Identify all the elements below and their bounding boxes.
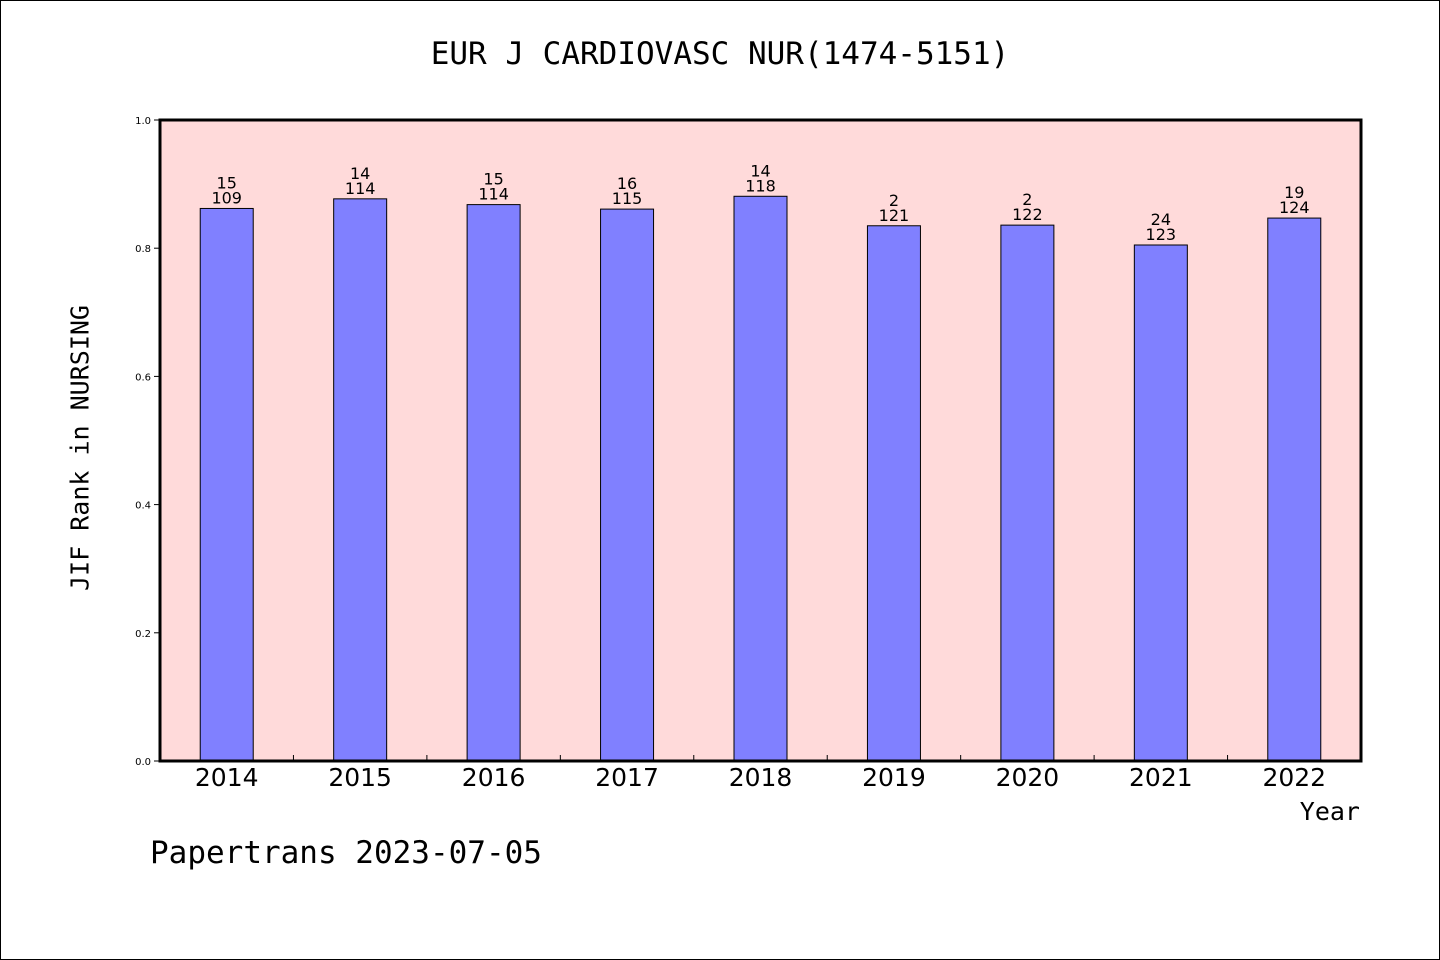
x-tick-label-2021: 2021 <box>1129 763 1193 792</box>
bar-2017 <box>600 208 655 762</box>
bar-rank-label-2022: 19 <box>1284 183 1304 202</box>
plot-frame <box>158 118 1363 763</box>
y-tick-label: 0.8 <box>135 244 151 255</box>
x-tick-label-2022: 2022 <box>1262 763 1326 792</box>
bar-total-label-2020: 122 <box>1012 205 1043 224</box>
bar-rank-label-2020: 2 <box>1022 190 1032 209</box>
bar-2020 <box>1000 224 1055 762</box>
bar-rank-label-2014: 15 <box>217 173 237 192</box>
bar-rank-label-2021: 24 <box>1151 210 1171 229</box>
bar-total-label-2019: 121 <box>879 206 910 225</box>
x-tick-label-2017: 2017 <box>595 763 659 792</box>
x-tick-label-2014: 2014 <box>195 763 259 792</box>
y-tick-label: 0.4 <box>135 501 151 512</box>
bar-2021 <box>1133 244 1188 762</box>
bar-total-label-2016: 114 <box>478 185 509 204</box>
bar-2022 <box>1267 217 1322 762</box>
bar-total-label-2017: 115 <box>612 189 643 208</box>
y-tick-label: 1.0 <box>135 116 151 127</box>
bar-rank-label-2018: 14 <box>750 161 770 180</box>
x-tick-label-2016: 2016 <box>462 763 526 792</box>
chart-title: EUR J CARDIOVASC NUR(1474-5151) <box>430 36 1010 72</box>
bar-2016 <box>466 204 521 762</box>
bar-total-label-2018: 118 <box>745 176 776 195</box>
bar-rank-label-2015: 14 <box>350 164 370 183</box>
bar-total-label-2014: 109 <box>211 188 242 207</box>
bar-2018 <box>733 195 788 762</box>
bar-total-label-2015: 114 <box>345 179 376 198</box>
x-tick-label-2015: 2015 <box>328 763 392 792</box>
x-axis-title: Year <box>1299 797 1360 826</box>
bar-2019 <box>866 225 921 762</box>
bar-rank-label-2017: 16 <box>617 174 637 193</box>
bar-rank-label-2019: 2 <box>889 191 899 210</box>
y-tick-label: 0.2 <box>135 629 151 640</box>
bar-2015 <box>333 198 388 762</box>
bar-total-label-2021: 123 <box>1146 225 1177 244</box>
x-tick-label-2020: 2020 <box>996 763 1060 792</box>
bar-rank-label-2016: 15 <box>483 170 503 189</box>
y-tick-label: 0.0 <box>135 757 151 768</box>
bar-total-label-2022: 124 <box>1279 198 1310 217</box>
y-tick-label: 0.6 <box>135 372 151 383</box>
watermark: Papertrans 2023-07-05 <box>150 835 542 871</box>
bar-2014 <box>199 207 254 762</box>
x-tick-label-2018: 2018 <box>729 763 793 792</box>
x-tick-label-2019: 2019 <box>862 763 926 792</box>
